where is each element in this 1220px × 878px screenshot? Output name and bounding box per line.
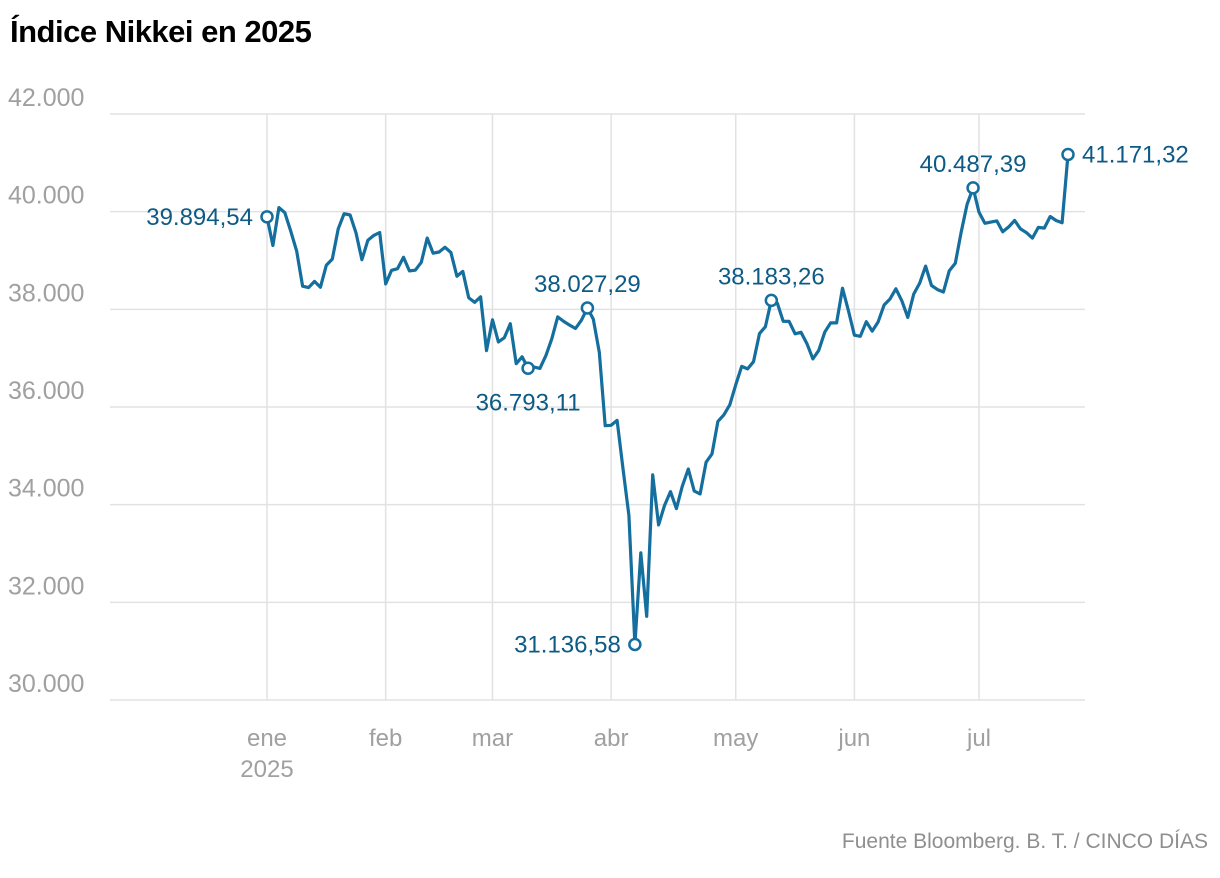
annotation-label: 40.487,39: [920, 151, 1027, 178]
x-axis-label: feb: [369, 725, 402, 752]
annotation-label: 39.894,54: [146, 204, 253, 231]
nikkei-line-chart: 42.000 40.000 38.000 36.000 34.000 32.000 30.0…: [8, 84, 1189, 783]
y-axis-label: 34.000: [8, 475, 84, 503]
y-axis-label: 40.000: [8, 182, 84, 210]
x-axis-year-label: 2025: [240, 756, 293, 783]
annotation-label: 38.183,26: [718, 263, 825, 290]
annotation-label: 38.027,29: [534, 271, 641, 298]
source-credit: Fuente Bloomberg. B. T. / CINCO DÍAS: [841, 830, 1208, 853]
data-point-marker: [1061, 147, 1075, 162]
y-axis-label: 42.000: [8, 84, 84, 112]
annotation-label: 36.793,11: [476, 389, 581, 416]
data-point-marker: [628, 637, 642, 652]
annotation-label: 31.136,58: [514, 631, 621, 658]
x-axis-label: may: [713, 725, 758, 752]
nikkei-series-line: [265, 152, 1070, 647]
x-axis-label: abr: [594, 725, 629, 752]
x-axis-label: ene: [247, 725, 287, 752]
chart-title: Índice Nikkei en 2025: [10, 14, 312, 49]
data-point-marker: [580, 301, 595, 315]
y-axis-label: 30.000: [8, 670, 84, 698]
y-axis-label: 36.000: [8, 377, 84, 405]
data-point-marker: [260, 210, 274, 224]
x-axis-label: jul: [966, 725, 991, 752]
annotation-label: 41.171,32: [1082, 141, 1189, 168]
data-point-marker: [966, 181, 980, 195]
y-axis-label: 32.000: [8, 572, 84, 600]
x-axis-label: jun: [837, 725, 870, 752]
y-axis-label: 38.000: [8, 279, 84, 307]
data-point-marker: [764, 293, 779, 308]
x-axis-label: mar: [472, 725, 513, 752]
data-point-marker: [521, 361, 535, 376]
